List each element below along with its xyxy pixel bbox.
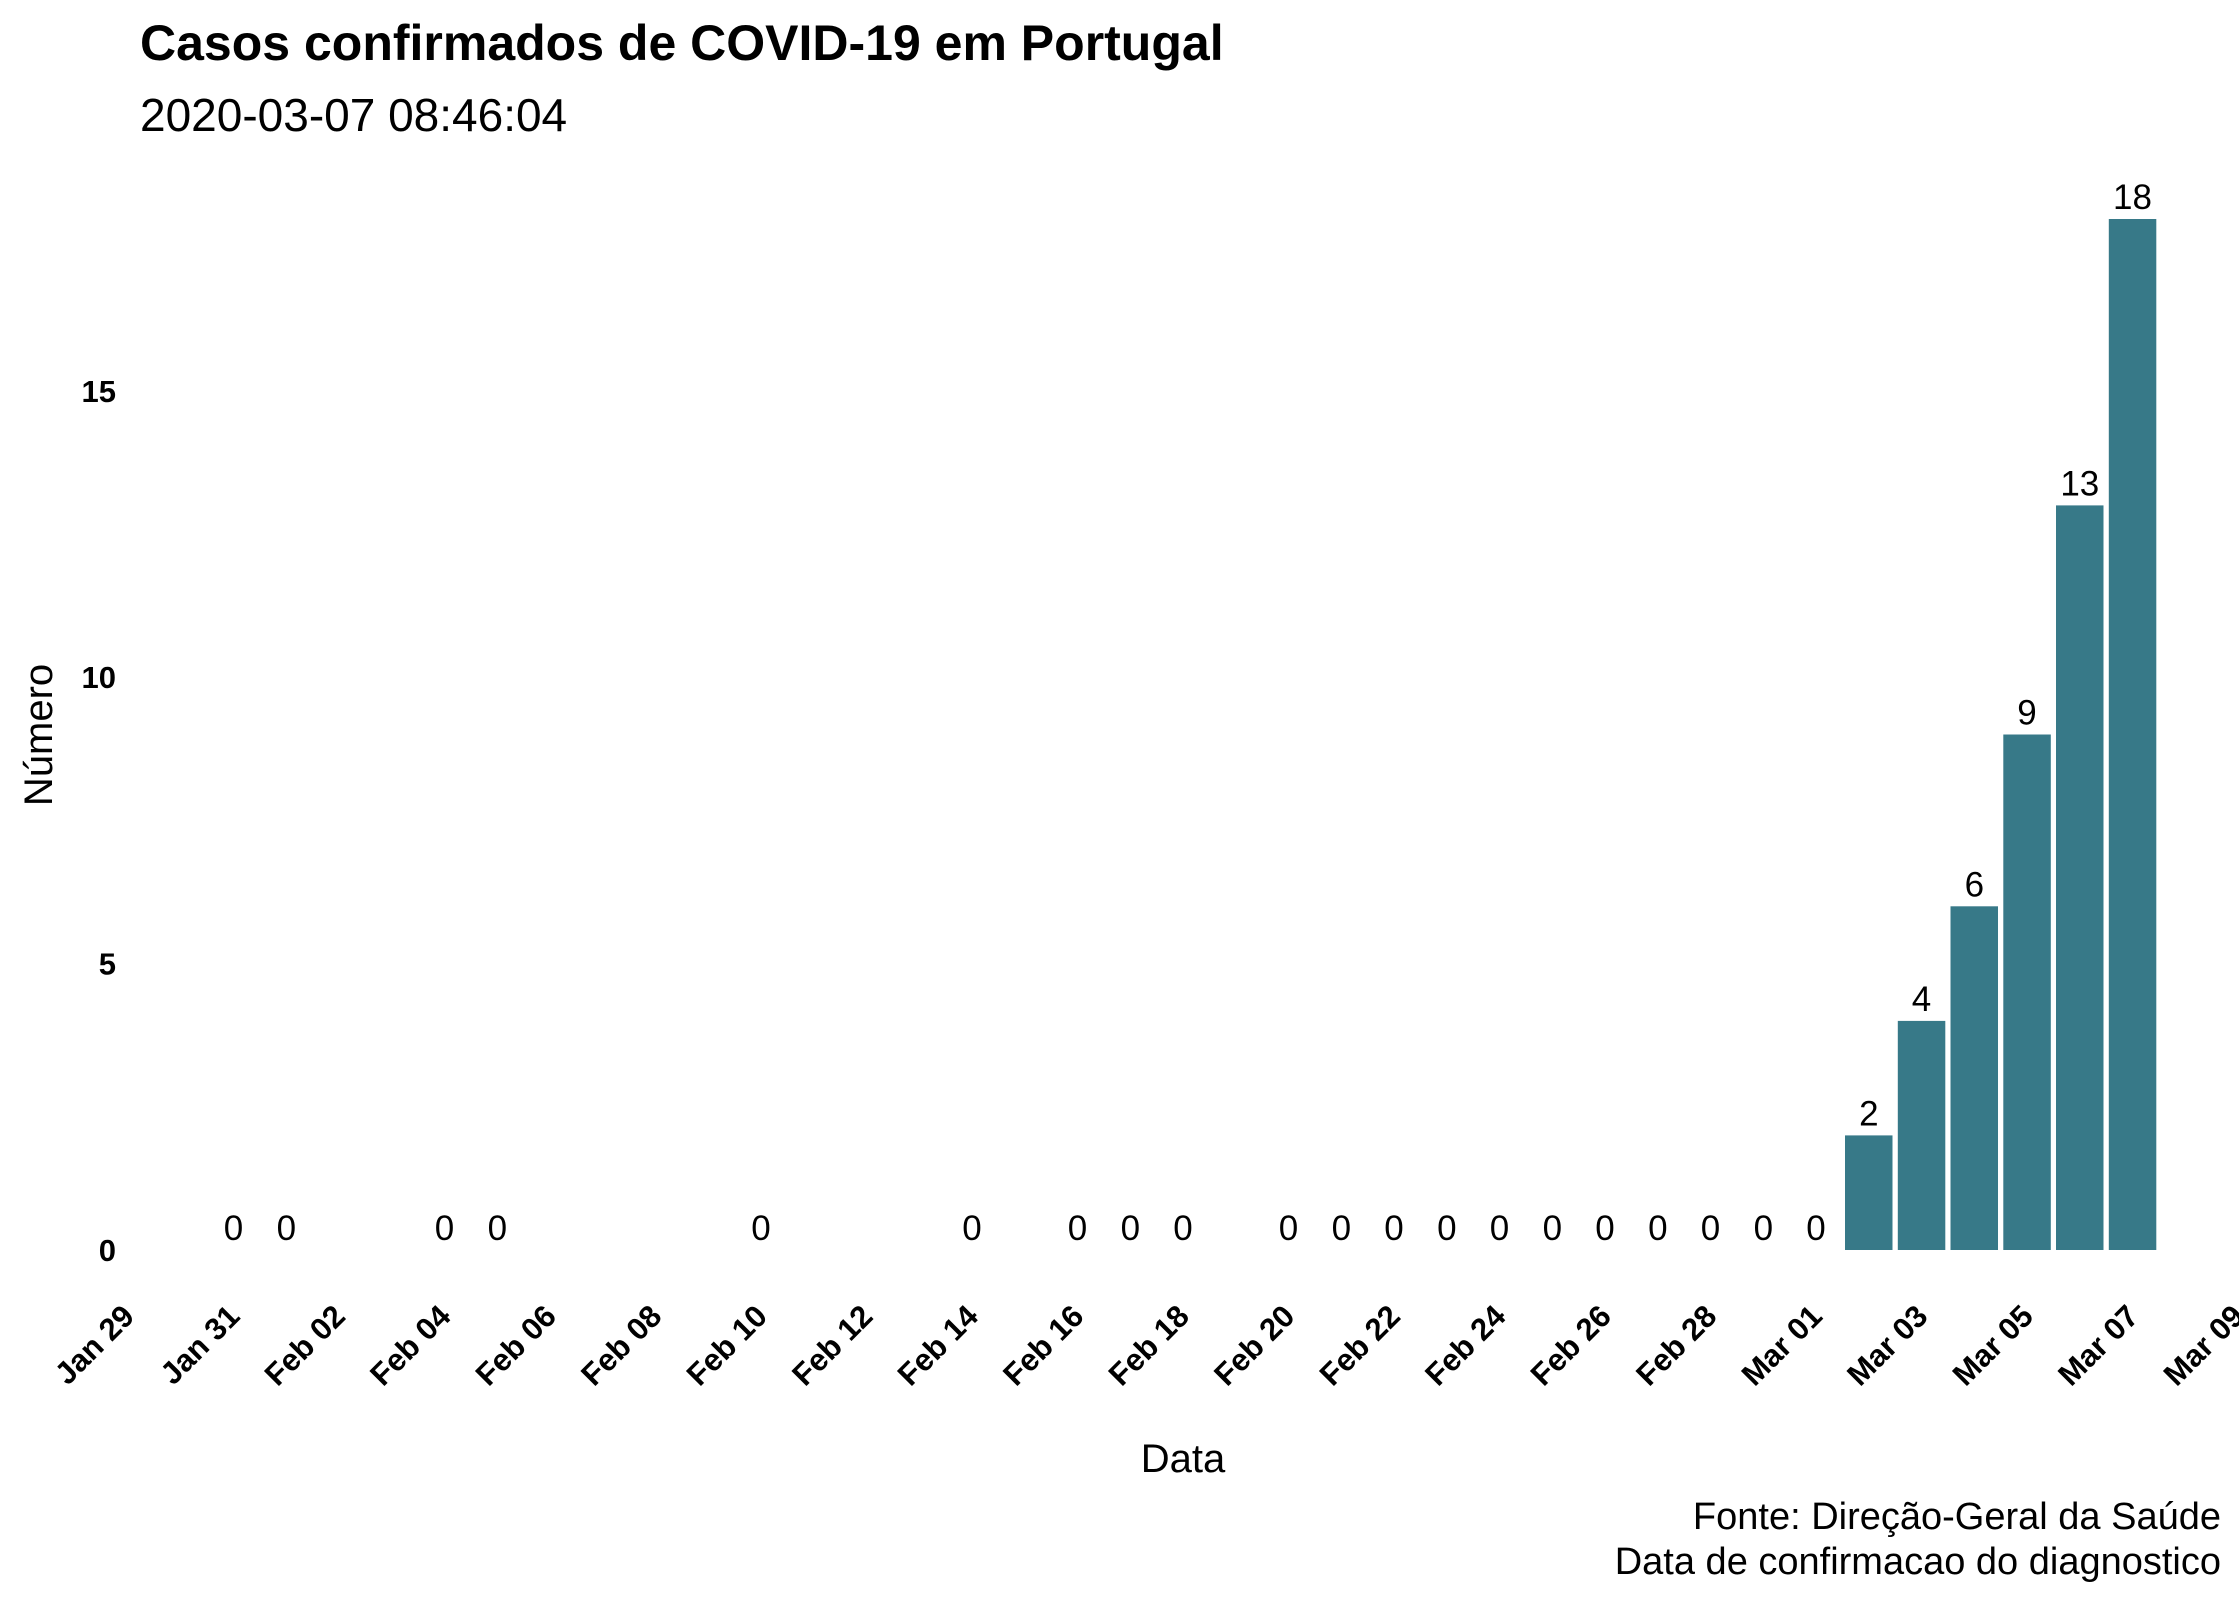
bar-2020-03-02 <box>1845 1135 1893 1250</box>
x-tick-label: Feb 26 <box>1524 1298 1618 1392</box>
x-axis-title: Data <box>1141 1437 1226 1481</box>
bar-value-label-2020-02-20: 0 <box>1279 1209 1298 1248</box>
x-tick-label: Feb 28 <box>1629 1298 1723 1392</box>
bar-value-label-2020-02-14: 0 <box>962 1209 981 1248</box>
x-tick-label: Mar 07 <box>2051 1298 2145 1392</box>
x-tick-label: Feb 22 <box>1313 1298 1407 1392</box>
x-tick-label: Feb 20 <box>1207 1298 1301 1392</box>
x-tick-label: Feb 14 <box>891 1298 986 1393</box>
x-tick-label: Feb 08 <box>574 1298 668 1392</box>
bar-value-label-2020-02-23: 0 <box>1437 1209 1456 1248</box>
bar-value-label-2020-03-02: 2 <box>1859 1094 1878 1133</box>
y-axis-ticks: 0 5 10 15 <box>82 374 116 1268</box>
x-tick-label: Feb 16 <box>996 1298 1090 1392</box>
bar-2020-03-07 <box>2108 219 2157 1250</box>
bar-2020-03-03 <box>1897 1020 1946 1250</box>
x-tick-label: Mar 09 <box>2157 1298 2239 1392</box>
y-tick-label: 10 <box>82 660 116 695</box>
x-tick-label: Feb 24 <box>1418 1298 1513 1393</box>
x-tick-label: Feb 02 <box>258 1298 352 1392</box>
caption-note: Data de confirmacao do diagnostico <box>1614 1541 2221 1583</box>
bar-value-label-2020-02-25: 0 <box>1543 1209 1562 1248</box>
bar-value-label-2020-02-01: 0 <box>277 1209 296 1248</box>
x-tick-label: Mar 03 <box>1840 1298 1934 1392</box>
bar-value-label-2020-02-05: 0 <box>488 1209 507 1248</box>
bar-value-label-2020-01-31: 0 <box>224 1209 243 1248</box>
bar-value-label-2020-02-27: 0 <box>1648 1209 1667 1248</box>
bars-layer <box>1845 219 2157 1250</box>
bar-2020-03-04 <box>1950 906 1998 1250</box>
bar-value-label-2020-02-28: 0 <box>1701 1209 1720 1248</box>
x-tick-label: Feb 18 <box>1102 1298 1196 1392</box>
y-tick-label: 15 <box>82 374 116 409</box>
x-tick-label: Jan 29 <box>48 1298 141 1391</box>
x-tick-label: Mar 05 <box>1946 1298 2040 1392</box>
bar-value-label-2020-02-21: 0 <box>1332 1209 1351 1248</box>
x-tick-label: Jan 31 <box>153 1298 246 1391</box>
bar-value-label-2020-02-17: 0 <box>1121 1209 1140 1248</box>
bar-value-label-2020-02-16: 0 <box>1068 1209 1087 1248</box>
bar-value-label-2020-03-05: 9 <box>2017 694 2036 733</box>
chart-subtitle: 2020-03-07 08:46:04 <box>140 89 568 141</box>
bar-value-label-2020-03-06: 13 <box>2060 464 2099 503</box>
bar-value-label-2020-02-04: 0 <box>435 1209 454 1248</box>
x-tick-label: Mar 01 <box>1735 1298 1829 1392</box>
bar-value-label-2020-02-24: 0 <box>1490 1209 1509 1248</box>
bar-value-label-2020-03-04: 6 <box>1965 865 1984 904</box>
caption-source: Fonte: Direção-Geral da Saúde <box>1692 1496 2221 1538</box>
bar-value-label-2020-02-26: 0 <box>1595 1209 1614 1248</box>
y-tick-label: 5 <box>99 947 116 982</box>
bar-value-label-2020-03-07: 18 <box>2113 178 2152 217</box>
chart-title: Casos confirmados de COVID-19 em Portuga… <box>140 15 1224 71</box>
bar-value-label-2020-02-18: 0 <box>1173 1209 1192 1248</box>
bar-value-label-2020-02-22: 0 <box>1384 1209 1403 1248</box>
bar-2020-03-05 <box>2003 734 2051 1250</box>
x-tick-label: Feb 04 <box>363 1298 458 1393</box>
bar-2020-03-06 <box>2056 505 2104 1250</box>
bar-value-label-2020-03-01: 0 <box>1806 1209 1825 1248</box>
x-axis-ticks: Jan 29 Jan 31 Feb 02 Feb 04 Feb 06 Feb 08 Feb … <box>48 1298 2239 1393</box>
x-tick-label: Feb 06 <box>469 1298 563 1392</box>
y-tick-label: 0 <box>99 1233 116 1268</box>
y-axis-title: Número <box>17 664 61 806</box>
bar-value-label-2020-02-29: 0 <box>1754 1209 1773 1248</box>
x-tick-label: Feb 10 <box>680 1298 774 1392</box>
x-tick-label: Feb 12 <box>785 1298 879 1392</box>
bar-value-label-2020-02-10: 0 <box>751 1209 770 1248</box>
bar-value-label-2020-03-03: 4 <box>1912 980 1931 1019</box>
